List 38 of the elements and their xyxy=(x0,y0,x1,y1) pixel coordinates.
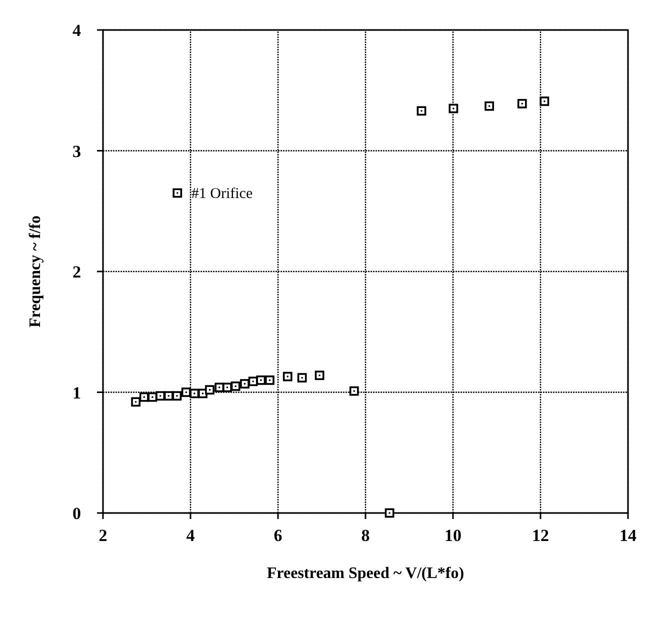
point xyxy=(172,391,182,401)
point xyxy=(205,385,214,395)
x-tick-label: 10 xyxy=(444,526,462,545)
x-tick-label: 2 xyxy=(98,526,108,545)
x-axis-title: Freestream Speed ~ V/(L*fo) xyxy=(266,565,464,582)
point xyxy=(264,375,274,385)
y-tick-label: 4 xyxy=(72,21,82,40)
x-tick-label: 6 xyxy=(274,526,282,545)
point xyxy=(484,101,494,111)
point xyxy=(148,392,158,402)
point xyxy=(416,106,426,116)
point xyxy=(314,370,324,380)
point xyxy=(282,372,292,382)
point xyxy=(240,379,250,388)
y-axis-title: Frequency ~ f/fo xyxy=(27,215,44,328)
y-tick-label: 2 xyxy=(72,262,81,282)
x-tick-label: 12 xyxy=(532,526,549,545)
x-tick-label: 4 xyxy=(186,526,196,545)
point xyxy=(256,375,266,385)
point xyxy=(164,391,174,401)
point xyxy=(214,382,224,392)
x-tick-label: 14 xyxy=(620,526,637,545)
point xyxy=(131,397,141,407)
point xyxy=(517,98,527,108)
y-tick-label: 3 xyxy=(72,142,81,161)
legend-label: #1 Orifice xyxy=(191,186,253,202)
point xyxy=(230,382,240,391)
point xyxy=(384,508,394,518)
point xyxy=(540,96,550,106)
x-tick-label: 8 xyxy=(361,526,370,545)
point xyxy=(181,388,191,397)
point xyxy=(448,104,458,114)
y-tick-label: 0 xyxy=(72,504,81,523)
point xyxy=(297,373,307,382)
y-tick-label: 1 xyxy=(72,383,81,402)
point xyxy=(190,388,200,398)
point xyxy=(139,392,149,402)
point xyxy=(349,386,359,396)
